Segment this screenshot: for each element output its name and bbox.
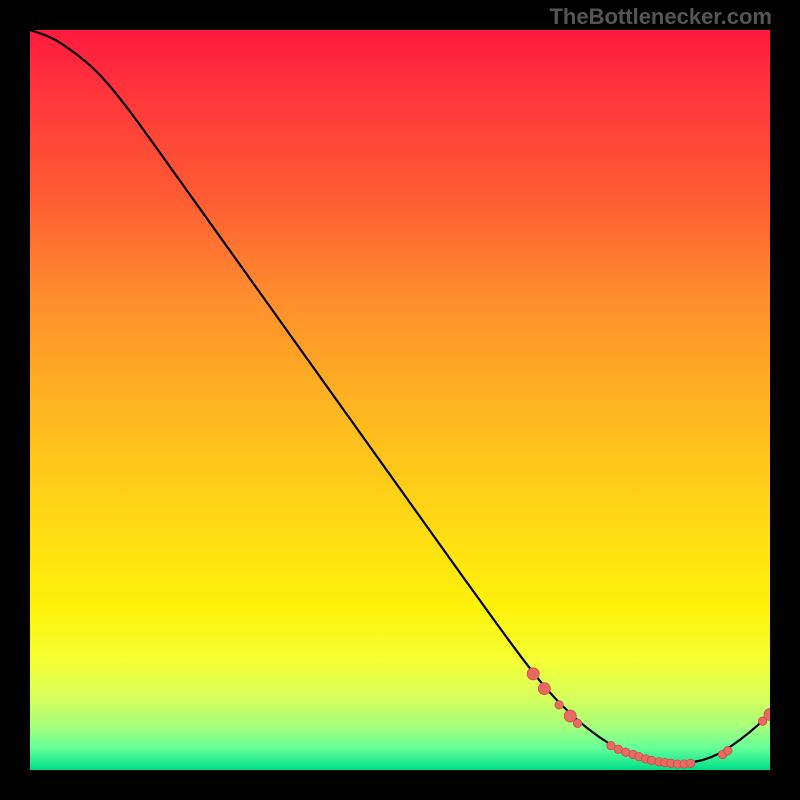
watermark-text: TheBottlenecker.com (549, 4, 772, 30)
data-marker (555, 701, 563, 709)
data-marker (538, 683, 550, 695)
bottleneck-curve (30, 30, 770, 763)
chart-stage: TheBottlenecker.com (0, 0, 800, 800)
data-marker (573, 719, 581, 727)
data-marker (724, 747, 732, 755)
plot-area (30, 30, 770, 770)
data-marker (647, 756, 655, 764)
data-marker (527, 668, 539, 680)
chart-overlay (30, 30, 770, 770)
data-marker (687, 759, 695, 767)
